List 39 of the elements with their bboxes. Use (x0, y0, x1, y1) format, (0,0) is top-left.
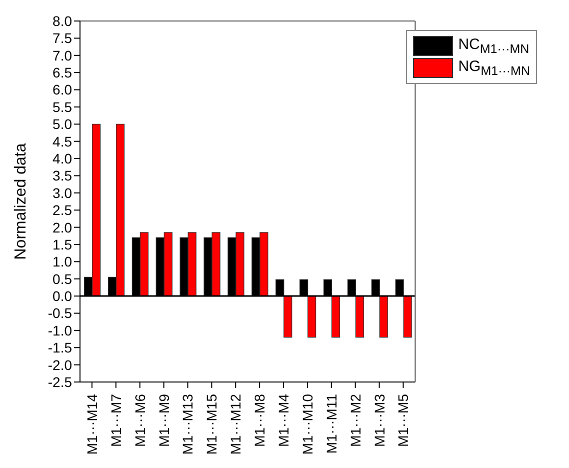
y-tick-label: 7.5 (52, 30, 72, 46)
y-tick-label: 0.0 (52, 288, 72, 304)
y-tick-label: 3.5 (52, 168, 72, 184)
x-tick-label: M1···M15 (204, 394, 220, 455)
y-tick-label: 8.0 (52, 12, 72, 29)
y-tick-label: -1.0 (48, 322, 72, 338)
legend-label: NG$_{M1···MN}$ (458, 58, 530, 78)
y-tick-label: -1.5 (48, 340, 72, 356)
y-tick-label: 7.0 (52, 47, 72, 64)
y-tick-label: 2.0 (52, 219, 72, 236)
x-tick-label: M1···M7 (108, 394, 124, 447)
x-tick-label: M1···M8 (252, 394, 268, 447)
x-tick-label: M1···M14 (84, 394, 100, 455)
x-tick-label: M1···M12 (228, 394, 244, 455)
x-tick-label: M1···M6 (132, 394, 148, 447)
x-tick-label: M1···M4 (276, 394, 292, 447)
y-tick-label: 6.0 (52, 82, 72, 98)
x-tick-label: M1···M2 (347, 394, 364, 447)
y-tick-label: 1.5 (52, 236, 72, 252)
y-tick-label: -0.5 (48, 305, 72, 322)
y-tick-label: 6.5 (52, 64, 72, 81)
legend-label: NC$_{M1···MN}$ (458, 36, 530, 56)
y-tick-label: -2.5 (48, 374, 72, 390)
y-tick-label: 4.0 (52, 150, 72, 166)
x-tick-label: M1···M5 (395, 394, 412, 447)
x-tick-label: M1···M11 (323, 394, 340, 454)
y-tick-label: 3.0 (52, 184, 72, 201)
y-tick-label: 4.5 (52, 133, 72, 150)
x-tick-label: M1···M9 (156, 394, 172, 447)
x-tick-label: M1···M3 (371, 394, 388, 447)
y-tick-label: -2.0 (48, 356, 72, 373)
y-tick-label: 5.5 (52, 98, 72, 115)
x-tick-label: M1···M13 (180, 394, 196, 455)
y-axis-title: Normalized data (12, 143, 30, 260)
x-tick-label: M1···M10 (299, 394, 316, 455)
y-tick-label: 1.0 (52, 254, 72, 270)
y-tick-label: 5.0 (52, 116, 72, 132)
y-tick-label: 2.5 (52, 202, 72, 218)
y-tick-label: 0.5 (52, 270, 72, 287)
